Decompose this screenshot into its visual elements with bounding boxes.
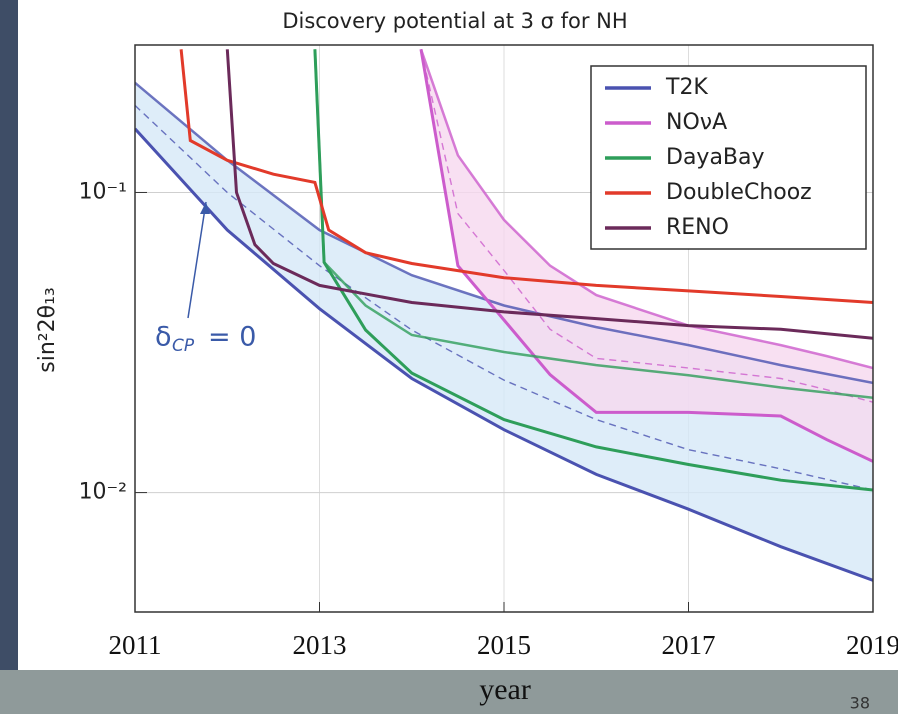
page-number: 38	[850, 694, 870, 713]
footer-strip	[0, 670, 898, 714]
y-tick-label: 10⁻²	[79, 480, 127, 505]
upper-line	[313, 49, 873, 399]
x-tick-label: 2011	[109, 630, 162, 660]
series-line	[179, 49, 873, 304]
annotation-arrowhead	[200, 202, 210, 214]
legend-label: DayaBay	[666, 145, 765, 170]
series-line	[313, 49, 873, 492]
chart-title: Discovery potential at 3 σ for NH	[282, 9, 627, 33]
plot-frame	[134, 44, 874, 613]
upper-line	[135, 81, 873, 385]
annotation-text: = 0	[208, 322, 256, 353]
overlay: 2011 2013 2015 2017 2019 10⁻² 10⁻¹ T2K NOνA DayaB…	[79, 44, 898, 660]
x-tick-label: 2015	[477, 630, 531, 660]
annotation-symbol: δ	[155, 322, 172, 353]
legend-label: T2K	[665, 75, 708, 100]
legend-label: NOνA	[666, 110, 727, 135]
dashed-line	[420, 49, 873, 403]
x-tick-label: 2019	[846, 630, 898, 660]
series-line	[225, 49, 873, 340]
legend-label: DoubleChooz	[666, 180, 812, 205]
x-tick-label: 2017	[662, 630, 716, 660]
band	[421, 49, 873, 462]
legend-label: RENO	[666, 215, 729, 240]
upper-line	[419, 48, 873, 370]
band	[135, 82, 873, 581]
x-tick-label: 2013	[293, 630, 347, 660]
annotation-arrow	[187, 201, 207, 319]
y-axis-label: sin²2θ₁₃	[35, 287, 60, 372]
plot-area	[135, 45, 873, 612]
series-line	[135, 127, 873, 582]
y-tick-label: 10⁻¹	[79, 179, 127, 204]
x-axis-label: year	[479, 673, 531, 706]
dashed-line	[135, 104, 873, 491]
series-line	[419, 49, 873, 463]
annotation-subscript: CP	[172, 336, 195, 356]
